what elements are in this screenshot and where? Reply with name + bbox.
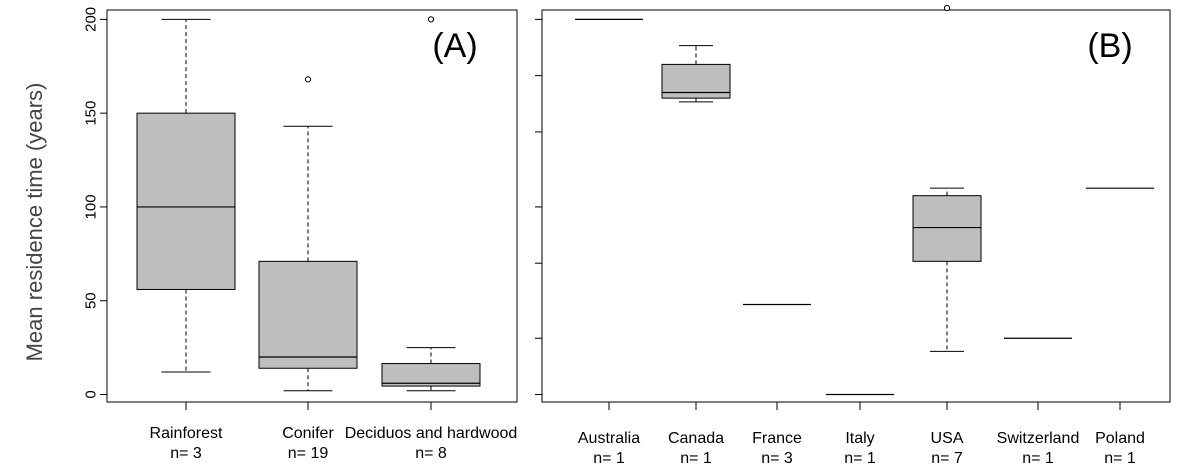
count-label: n= 1 [1022, 450, 1054, 465]
count-label: n= 1 [844, 450, 876, 465]
y-tick-label: 50 [83, 292, 100, 309]
count-label: n= 3 [170, 445, 202, 462]
count-label: n= 19 [288, 445, 329, 462]
box-rainforest [136, 18, 236, 373]
category-label: Poland [1095, 430, 1145, 447]
category-label: Rainforest [150, 425, 223, 442]
category-label: Conifer [282, 425, 334, 442]
category-label: Deciduos and hardwood [345, 425, 518, 442]
category-label: Canada [668, 430, 724, 447]
category-label: USA [931, 430, 964, 447]
category-label: Italy [845, 430, 874, 447]
panel-label: (B) [1087, 27, 1132, 65]
y-tick-label: 200 [83, 7, 100, 32]
box-deciduos-and-hardwood [381, 16, 481, 392]
iqr-box [258, 260, 358, 369]
panel-b: (B) Australia n= 1 Canada n= 1 France n= 3 Ital… [535, 5, 1171, 465]
count-label: n= 1 [680, 450, 712, 465]
outlier-point [943, 5, 951, 12]
count-label: n= 1 [1104, 450, 1136, 465]
category-label: Australia [578, 430, 640, 447]
y-tick-label: 0 [83, 390, 100, 398]
y-axis-label: Mean residence time (years) [22, 83, 47, 362]
y-tick-label: 150 [83, 101, 100, 126]
count-label: n= 8 [415, 445, 447, 462]
outlier-point [304, 76, 312, 83]
box-conifer [258, 76, 358, 392]
box-usa [912, 5, 982, 352]
panel-a: 0 50 100 150 200 (A) Rainforest n= 3 Conifer n= 1… [83, 7, 518, 462]
category-label: France [752, 430, 802, 447]
outlier-point [427, 16, 435, 23]
y-tick-label: 100 [83, 194, 100, 219]
count-label: n= 1 [593, 450, 625, 465]
box-canada [661, 45, 731, 103]
category-label: Switzerland [997, 430, 1080, 447]
panel-label: (A) [432, 27, 477, 65]
plot-frame [541, 9, 1171, 403]
count-label: n= 7 [931, 450, 963, 465]
iqr-box [136, 112, 236, 290]
count-label: n= 3 [761, 450, 793, 465]
iqr-box [381, 363, 481, 387]
iqr-box [912, 195, 982, 262]
plot-frame [106, 9, 518, 403]
